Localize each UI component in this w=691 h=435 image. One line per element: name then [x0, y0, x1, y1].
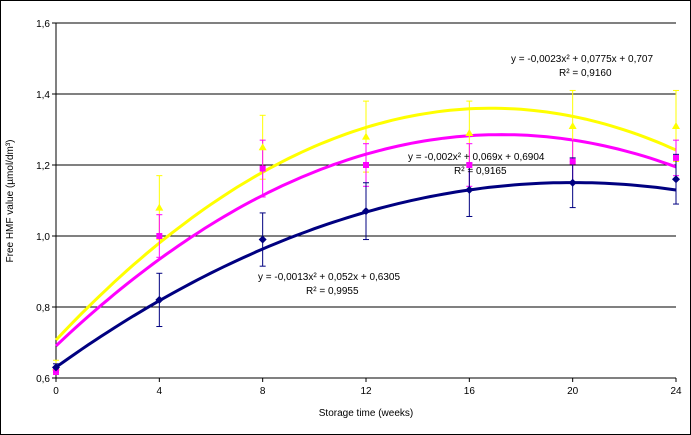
point-square	[673, 154, 679, 161]
point-diamond	[155, 295, 164, 304]
point-diamond	[362, 207, 370, 216]
point-diamond	[568, 178, 577, 187]
y-tick-label: 0,8	[36, 303, 50, 314]
y-tick-label: 0,6	[36, 374, 50, 385]
point-square	[259, 165, 266, 172]
r2-yellow: R² = 0,9160	[559, 68, 612, 79]
axes	[52, 22, 677, 382]
y-tick-label: 1,4	[36, 90, 50, 101]
data-points	[52, 121, 680, 374]
x-tick-label: 16	[464, 386, 476, 397]
point-square	[156, 233, 163, 239]
point-diamond	[52, 363, 60, 372]
point-diamond	[672, 175, 680, 184]
y-axis-title: Free HMF value (µmol/dm³)	[5, 140, 16, 263]
point-triangle	[155, 203, 164, 211]
x-tick-label: 0	[53, 386, 59, 397]
equation-magenta: y = -0,002x² + 0,069x + 0,6904	[408, 152, 545, 163]
y-tick-label: 1,6	[36, 19, 50, 30]
r2-magenta: R² = 0,9165	[454, 166, 507, 177]
point-triangle	[568, 121, 577, 129]
x-tick-label: 8	[260, 386, 266, 397]
point-square	[363, 162, 369, 168]
equation-navy: y = -0,0013x² + 0,052x + 0,6305	[258, 272, 400, 283]
x-tick-label: 24	[670, 386, 682, 397]
point-diamond	[258, 235, 267, 244]
x-tick-label: 12	[360, 386, 372, 397]
point-triangle	[465, 129, 474, 137]
point-triangle	[672, 121, 680, 129]
x-tick-label: 20	[567, 386, 579, 397]
error-bars	[53, 89, 679, 375]
y-tick-label: 1,2	[36, 161, 50, 172]
x-axis-title: Storage time (weeks)	[319, 408, 413, 419]
y-tick-label: 1,0	[36, 232, 50, 243]
point-diamond	[465, 185, 474, 194]
r2-navy: R² = 0,9955	[306, 286, 359, 297]
equation-yellow: y = -0,0023x² + 0,0775x + 0,707	[511, 54, 653, 65]
point-square	[466, 162, 473, 168]
point-triangle	[362, 132, 370, 140]
point-triangle	[258, 143, 267, 151]
tick-labels: 0,6 0,8 1,0 1,2 1,4 1,6 0 4 8 12 16 20 24	[36, 19, 682, 397]
point-square	[569, 158, 576, 165]
x-tick-label: 4	[157, 386, 163, 397]
